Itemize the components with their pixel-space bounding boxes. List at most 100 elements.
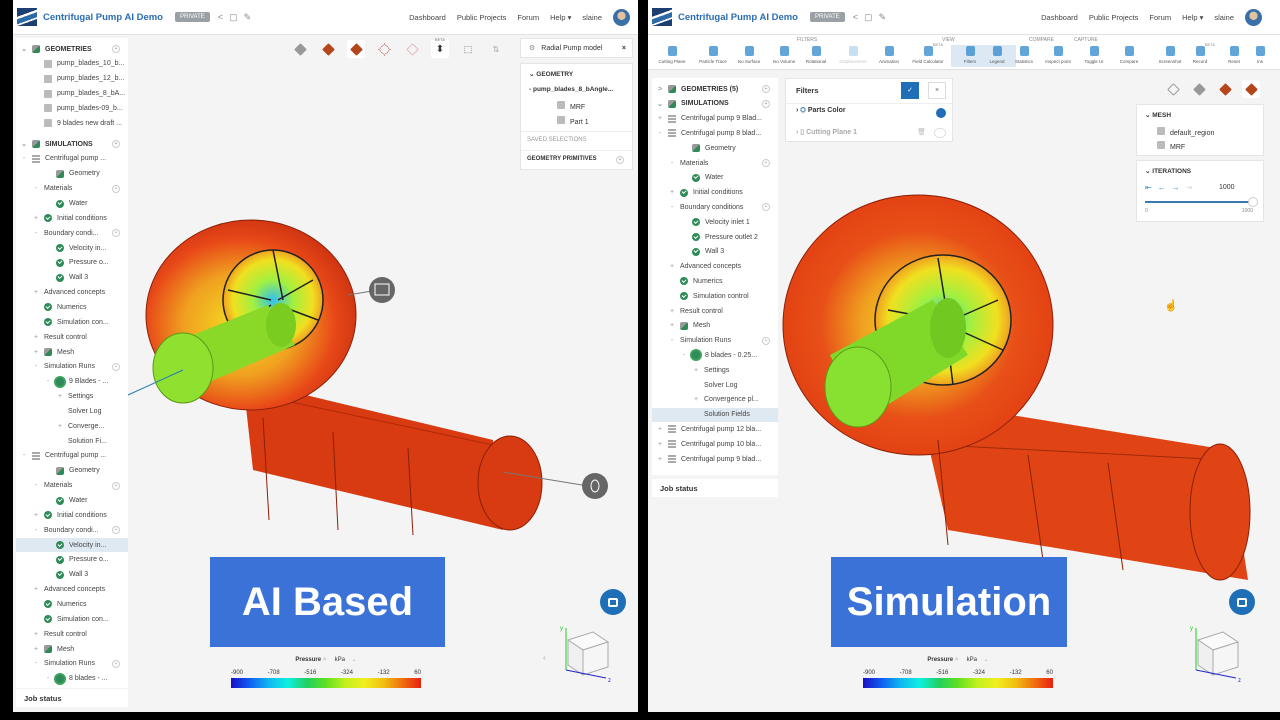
collapse-icon[interactable]: - bbox=[658, 129, 662, 137]
iteration-value[interactable]: 1000 bbox=[1219, 184, 1235, 191]
tree-section-simulations[interactable]: ⌄ SIMULATIONS + bbox=[16, 137, 128, 151]
close-filters-button[interactable]: × bbox=[928, 82, 946, 99]
expand-icon[interactable]: + bbox=[669, 322, 675, 330]
mesh-card-title[interactable]: ⌄ MESH bbox=[1145, 112, 1172, 119]
tree-item[interactable]: Geometry bbox=[652, 141, 778, 155]
add-icon[interactable]: + bbox=[112, 481, 120, 490]
tree-item[interactable]: pump_blades_10_b... bbox=[16, 57, 128, 71]
tree-item[interactable]: Numerics bbox=[652, 274, 778, 288]
tree-item[interactable]: - Centrifugal pump 8 blad... bbox=[652, 126, 778, 140]
tree-item[interactable]: + Advanced concepts bbox=[16, 286, 128, 300]
add-icon[interactable]: + bbox=[762, 159, 770, 167]
legend-unit-select[interactable]: kPa bbox=[334, 657, 345, 663]
expand-icon[interactable]: + bbox=[33, 645, 39, 653]
add-icon[interactable]: + bbox=[112, 184, 120, 193]
tree-item[interactable]: - 8 blades - ... bbox=[16, 672, 128, 686]
tree-item[interactable]: pump_blades_8_bA... bbox=[16, 87, 128, 101]
toolbar-screenshot-button[interactable]: Screenshot bbox=[1151, 46, 1189, 64]
tree-item[interactable]: Velocity in... bbox=[16, 538, 128, 553]
job-status[interactable]: Job status bbox=[652, 479, 778, 497]
expand-icon[interactable]: + bbox=[33, 289, 39, 297]
tree-item[interactable]: - Boundary conditions + bbox=[652, 200, 778, 214]
tree-item[interactable]: pump_blades-09_b... bbox=[16, 101, 128, 115]
toolbar-reset-button[interactable]: Reset bbox=[1215, 46, 1253, 64]
saved-selections[interactable]: SAVED SELECTIONS bbox=[521, 131, 632, 148]
tree-item[interactable]: + Settings bbox=[16, 390, 128, 404]
expand-icon[interactable]: + bbox=[669, 307, 675, 315]
pump-3d-view-ai[interactable] bbox=[13, 0, 638, 712]
annotation-mesh-icon[interactable] bbox=[369, 277, 395, 303]
box-select-icon[interactable]: ⬚ bbox=[463, 43, 473, 54]
add-icon[interactable]: + bbox=[112, 526, 120, 535]
chat-icon[interactable] bbox=[1229, 589, 1255, 615]
tree-item[interactable]: - Centrifugal pump ... bbox=[16, 449, 128, 463]
tree-section-geometries-[interactable]: > GEOMETRIES (5) + bbox=[652, 82, 778, 96]
tree-item[interactable]: + Centrifugal pump 9 Blad... bbox=[652, 112, 778, 126]
add-icon[interactable]: + bbox=[762, 336, 770, 345]
toolbar-record-button[interactable]: Record BETA bbox=[1181, 42, 1219, 64]
expand-icon[interactable]: + bbox=[57, 393, 63, 401]
mesh-region-mrf[interactable]: MRF bbox=[1157, 141, 1185, 151]
collapse-icon[interactable]: - bbox=[34, 185, 38, 193]
nav-forum[interactable]: Forum bbox=[1149, 12, 1172, 22]
expand-icon[interactable]: + bbox=[33, 333, 39, 341]
tree-section-geometries[interactable]: ⌄ GEOMETRIES + bbox=[16, 42, 128, 56]
toolbar-cutting-plane-button[interactable]: Cutting Plane bbox=[653, 46, 691, 64]
expand-icon[interactable]: + bbox=[693, 366, 699, 374]
tree-item[interactable]: Numerics bbox=[16, 597, 128, 611]
app-logo[interactable] bbox=[652, 8, 672, 26]
nav-help[interactable]: Help ▾ bbox=[550, 12, 572, 22]
username[interactable]: slaine bbox=[582, 12, 602, 22]
collapse-icon[interactable]: - bbox=[34, 363, 38, 371]
view-surface-edges-icon[interactable] bbox=[1216, 80, 1234, 98]
expand-icon[interactable]: + bbox=[657, 440, 663, 448]
tree-item[interactable]: - Simulation Runs + bbox=[16, 360, 128, 374]
parts-color-toggle[interactable] bbox=[936, 108, 946, 118]
collapse-icon[interactable]: - bbox=[34, 526, 38, 534]
delete-icon[interactable]: 🗑 bbox=[917, 129, 926, 136]
collapse-icon[interactable]: - bbox=[670, 337, 674, 345]
selection-tool-icon[interactable]: ⇅ bbox=[492, 44, 500, 54]
nav-dashboard[interactable]: Dashboard bbox=[409, 12, 446, 22]
tree-item[interactable]: - Boundary condi... + bbox=[16, 226, 128, 240]
job-status[interactable]: Job status bbox=[16, 689, 128, 707]
add-icon[interactable]: + bbox=[112, 362, 120, 371]
avatar[interactable] bbox=[1245, 8, 1262, 26]
collapse-icon[interactable]: - bbox=[46, 378, 50, 386]
collapse-icon[interactable]: - bbox=[34, 660, 38, 668]
tree-item[interactable]: Water bbox=[652, 171, 778, 185]
add-icon[interactable]: + bbox=[762, 203, 770, 212]
tree-item[interactable]: + Initial conditions bbox=[16, 508, 128, 522]
iteration-nav-buttons[interactable]: ⇤←→⇥ bbox=[1145, 183, 1199, 192]
close-icon[interactable]: × bbox=[621, 44, 626, 52]
cutting-plane-toggle[interactable] bbox=[934, 128, 946, 138]
tree-item[interactable]: Solution Fields bbox=[652, 407, 778, 422]
collapse-icon[interactable]: - bbox=[46, 675, 50, 683]
tree-item[interactable]: + Advanced concepts bbox=[652, 260, 778, 274]
collapse-icon[interactable]: - bbox=[670, 203, 674, 211]
pump-3d-view-simulation[interactable]: ☝ bbox=[648, 0, 1280, 712]
tree-item[interactable]: Wall 3 bbox=[16, 568, 128, 582]
add-icon[interactable]: + bbox=[112, 45, 120, 53]
nav-forum[interactable]: Forum bbox=[517, 12, 540, 22]
geometry-primitives[interactable]: GEOMETRY PRIMITIVES + bbox=[521, 150, 632, 167]
tree-item[interactable]: + Mesh bbox=[652, 319, 778, 333]
expand-icon[interactable]: + bbox=[33, 586, 39, 594]
nav-public-projects[interactable]: Public Projects bbox=[1088, 12, 1139, 22]
tree-item[interactable]: + Converge... bbox=[16, 419, 128, 433]
chat-icon[interactable] bbox=[600, 589, 626, 615]
nav-dashboard[interactable]: Dashboard bbox=[1041, 12, 1078, 22]
tree-item[interactable]: Pressure o... bbox=[16, 256, 128, 270]
orientation-cube[interactable]: zy‹› bbox=[538, 620, 628, 690]
tree-item[interactable]: Simulation control bbox=[652, 289, 778, 303]
expand-icon[interactable]: + bbox=[693, 396, 699, 404]
filter-parts-color[interactable]: › ⛭ Parts Color bbox=[796, 107, 846, 114]
expand-icon[interactable]: + bbox=[33, 630, 39, 638]
tree-item[interactable]: Geometry bbox=[16, 167, 128, 181]
tree-item[interactable]: Solution Fi... bbox=[16, 434, 128, 448]
app-logo[interactable] bbox=[17, 8, 37, 26]
toolbar-compare-button[interactable]: Compare bbox=[1110, 46, 1148, 64]
copy-icon[interactable]: ▢ bbox=[229, 11, 238, 22]
tree-item[interactable]: Pressure o... bbox=[16, 553, 128, 567]
add-icon[interactable]: + bbox=[762, 99, 770, 108]
